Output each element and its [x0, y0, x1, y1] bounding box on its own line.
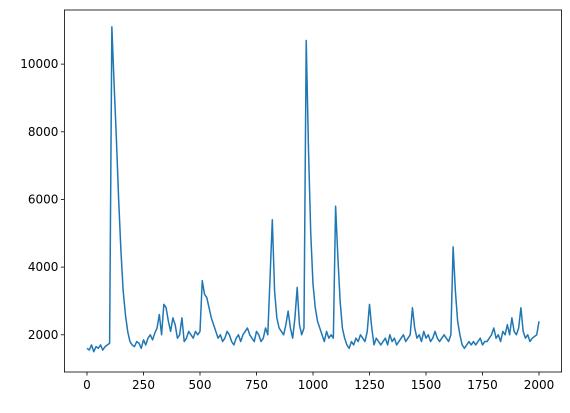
x-tick-label: 1750 — [467, 378, 498, 392]
x-tick-label: 250 — [132, 378, 155, 392]
x-tick-label: 1500 — [411, 378, 442, 392]
y-tick-label: 8000 — [28, 125, 59, 139]
x-tick-label: 1000 — [298, 378, 329, 392]
axes-frame — [64, 9, 563, 373]
y-tick-label: 6000 — [28, 192, 59, 206]
y-tick-label: 4000 — [28, 260, 59, 274]
x-tick-label: 500 — [189, 378, 212, 392]
x-tick-label: 2000 — [524, 378, 555, 392]
y-tick-label: 10000 — [20, 57, 58, 71]
x-tick-label: 750 — [245, 378, 268, 392]
x-tick-label: 1250 — [354, 378, 385, 392]
y-tick-label: 2000 — [28, 328, 59, 342]
data-line — [86, 26, 540, 353]
x-tick-label: 0 — [83, 378, 91, 392]
